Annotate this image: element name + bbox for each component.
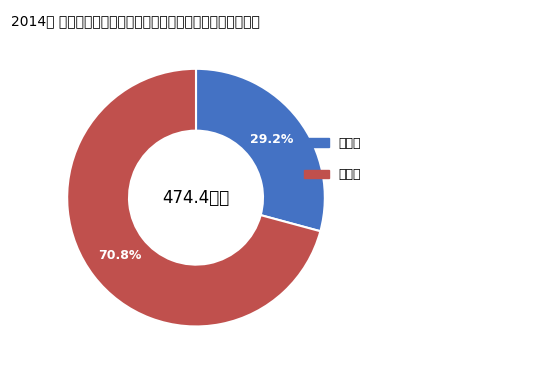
Text: 70.8%: 70.8% bbox=[99, 249, 142, 262]
Wedge shape bbox=[67, 69, 320, 326]
Legend: 卸売業, 小売業: 卸売業, 小売業 bbox=[299, 132, 366, 186]
Text: 2014年 商業年間商品販売額にしめる卸売業と小売業のシェア: 2014年 商業年間商品販売額にしめる卸売業と小売業のシェア bbox=[11, 15, 260, 29]
Text: 474.4億円: 474.4億円 bbox=[162, 188, 230, 207]
Wedge shape bbox=[196, 69, 325, 231]
Text: 29.2%: 29.2% bbox=[250, 133, 293, 146]
